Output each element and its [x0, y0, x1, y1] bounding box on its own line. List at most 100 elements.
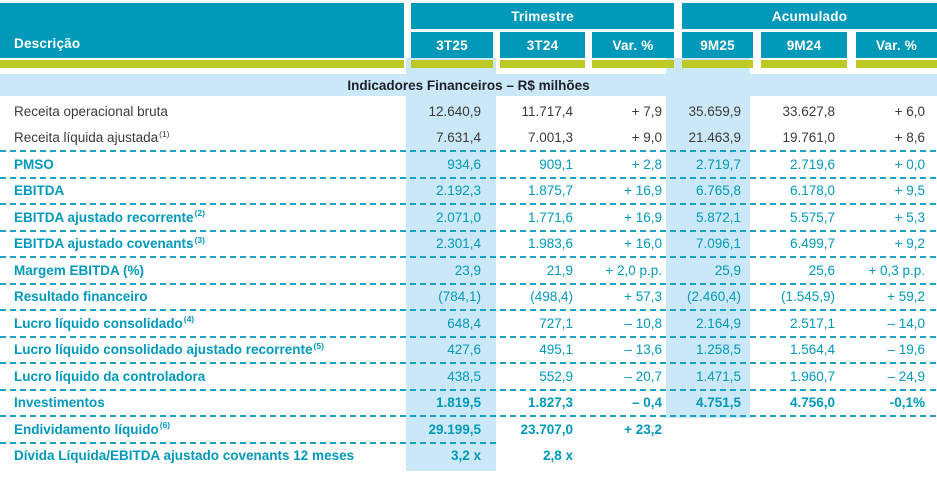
- column-header-var-acumulado: Var. %: [856, 32, 937, 58]
- group-header-trimestre: Trimestre: [411, 3, 674, 29]
- table-row: Dívida Líquida/EBITDA ajustado covenants…: [0, 443, 937, 470]
- cell-value: 19.761,0: [782, 130, 835, 146]
- footnote-marker: (1): [159, 128, 170, 139]
- cell-value: (2.460,4): [686, 289, 741, 305]
- footnote-marker: (2): [194, 208, 205, 219]
- cell-value: + 16,9: [624, 209, 662, 225]
- footnote-marker: (6): [159, 420, 171, 431]
- cell-value: 2.517,1: [789, 315, 835, 331]
- cell-value: + 16,0: [624, 236, 662, 252]
- cell-value: 495,1: [539, 342, 573, 358]
- table-row: Investimentos 1.819,5 1.827,3 – 0,4 4.751,5 4…: [0, 390, 937, 417]
- cell-value: 1.827,3: [527, 395, 573, 411]
- cell-value: 12.640,9: [428, 103, 481, 119]
- cell-value: 2.071,0: [435, 209, 481, 225]
- cell-value: 23,9: [454, 262, 481, 278]
- row-label: Resultado financeiro: [14, 289, 148, 305]
- separator-bar-segment: [0, 60, 404, 68]
- row-label: EBITDA: [14, 183, 65, 199]
- cell-value: + 0,3 p.p.: [868, 262, 925, 278]
- cell-value: (1.545,9): [780, 289, 835, 305]
- cell-value: 25,9: [714, 262, 741, 278]
- separator-bar-segment: [411, 60, 493, 68]
- cell-value: 11.717,4: [521, 103, 573, 119]
- cell-value: 6.765,8: [695, 183, 741, 199]
- cell-value: 5.872,1: [695, 209, 741, 225]
- cell-value: + 7,9: [631, 103, 662, 119]
- column-highlight-9m25: [666, 58, 750, 418]
- cell-value: 427,6: [447, 342, 481, 358]
- cell-value: 25,6: [808, 262, 835, 278]
- row-label: EBITDA ajustado covenants(3): [14, 234, 205, 252]
- column-highlight-3t25: [406, 58, 496, 471]
- row-label: Investimentos: [14, 395, 105, 411]
- row-label: PMSO: [14, 156, 54, 172]
- cell-value: 2.301,4: [435, 236, 481, 252]
- section-title-band: Indicadores Financeiros – R$ milhões: [0, 74, 937, 96]
- cell-value: – 24,9: [887, 368, 925, 384]
- cell-value: – 0,4: [631, 395, 662, 411]
- footnote-marker: (4): [183, 314, 195, 325]
- cell-value: 2.164,9: [695, 315, 741, 331]
- table-row: Receita líquida ajustada(1) 7.631,4 7.001,…: [0, 125, 937, 152]
- cell-value: 909,1: [539, 156, 573, 172]
- cell-value: 2,8 x: [542, 448, 573, 464]
- table-row: Margem EBITDA (%) 23,9 21,9 + 2,0 p.p. 25,9 2…: [0, 257, 937, 284]
- row-label: Dívida Líquida/EBITDA ajustado covenants…: [14, 448, 355, 464]
- separator-bar-segment: [856, 60, 937, 68]
- group-header-acumulado: Acumulado: [682, 3, 937, 29]
- table-body: Receita operacional bruta 12.640,9 11.717,…: [0, 98, 937, 469]
- row-label: Endividamento líquido(6): [14, 420, 171, 437]
- cell-value: 1.819,5: [435, 395, 481, 411]
- separator-bar-segment: [592, 60, 674, 68]
- cell-value: 6.178,0: [789, 183, 835, 199]
- separator-bar-segment: [500, 60, 585, 68]
- cell-value: – 14,0: [887, 315, 925, 331]
- column-header-3t25: 3T25: [411, 32, 493, 58]
- cell-value: + 9,5: [894, 183, 925, 199]
- row-label: Margem EBITDA (%): [14, 262, 145, 278]
- row-label: Lucro líquido da controladora: [14, 368, 206, 384]
- cell-value: 7.631,4: [435, 130, 481, 146]
- row-label: EBITDA ajustado recorrente(2): [14, 208, 205, 225]
- cell-value: 648,4: [447, 315, 481, 331]
- cell-value: + 5,3: [894, 209, 925, 225]
- cell-value: 4.751,5: [695, 395, 741, 411]
- cell-value: 1.983,6: [527, 236, 573, 252]
- cell-value: + 57,3: [624, 289, 662, 305]
- cell-value: – 19,6: [887, 342, 925, 358]
- table-row: EBITDA ajustado recorrente(2) 2.071,0 1.77…: [0, 204, 937, 231]
- cell-value: 33.627,8: [782, 103, 835, 119]
- cell-value: 35.659,9: [688, 103, 741, 119]
- footnote-marker: (5): [313, 340, 324, 351]
- cell-value: 2.719,6: [789, 156, 835, 172]
- cell-value: – 13,6: [624, 342, 662, 358]
- cell-value: 1.875,7: [527, 183, 573, 199]
- column-header-9m25: 9M25: [682, 32, 753, 58]
- cell-value: 21,9: [546, 262, 573, 278]
- cell-value: 1.771,6: [527, 209, 573, 225]
- cell-value: 1.471,5: [695, 368, 741, 384]
- cell-value: (784,1): [438, 289, 481, 305]
- cell-value: + 9,2: [894, 236, 925, 252]
- cell-value: 21.463,9: [688, 130, 741, 146]
- cell-value: + 59,2: [887, 289, 925, 305]
- table-header: Descrição Trimestre Acumulado 3T25 3T24 …: [0, 3, 937, 58]
- cell-value: 1.960,7: [789, 368, 835, 384]
- footnote-marker: (3): [194, 234, 205, 245]
- cell-value: + 2,8: [631, 156, 662, 172]
- table-row: Endividamento líquido(6) 29.199,5 23.707,0…: [0, 416, 937, 443]
- table-row: Lucro líquido da controladora 438,5 552,9 –…: [0, 363, 937, 390]
- description-header-label: Descrição: [14, 36, 81, 51]
- cell-value: 1.258,5: [695, 342, 741, 358]
- cell-value: 4.756,0: [789, 395, 835, 411]
- cell-value: + 23,2: [624, 421, 662, 437]
- cell-value: 934,6: [447, 156, 481, 172]
- cell-value: (498,4): [530, 289, 573, 305]
- cell-value: 727,1: [539, 315, 573, 331]
- cell-value: – 10,8: [624, 315, 662, 331]
- table-row: Lucro líquido consolidado ajustado recor…: [0, 337, 937, 364]
- separator-bar-segment: [682, 60, 753, 68]
- cell-value: 2.192,3: [435, 183, 481, 199]
